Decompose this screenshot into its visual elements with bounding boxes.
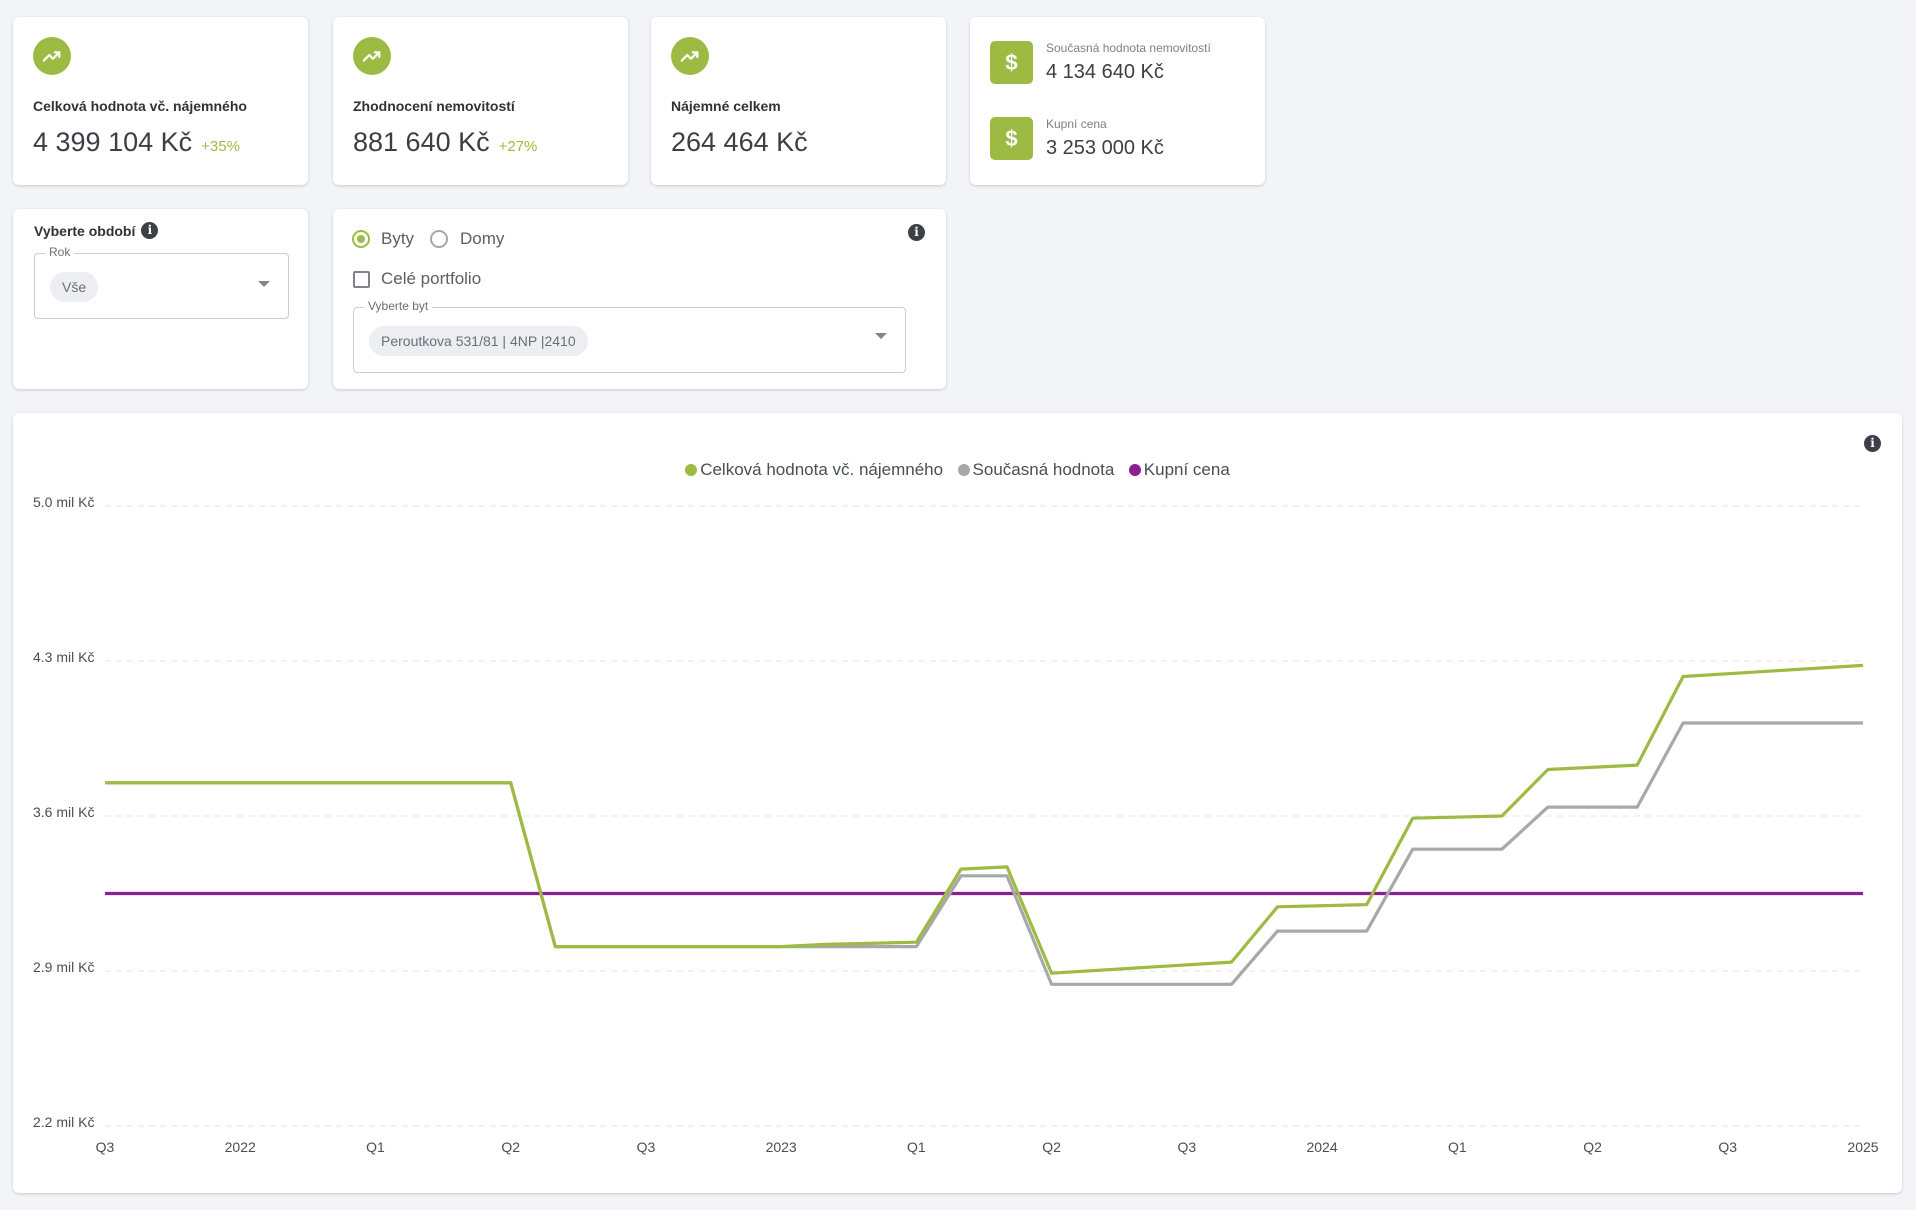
chart-legend: Celková hodnota vč. nájemného Současná h… (13, 460, 1902, 481)
x-tick-label: 2022 (225, 1139, 256, 1155)
legend-label: Celková hodnota vč. nájemného (700, 460, 944, 479)
y-tick-label: 3.6 mil Kč (33, 804, 94, 820)
chart-series (105, 663, 1864, 986)
y-tick-label: 5.0 mil Kč (33, 494, 94, 510)
y-tick-label: 2.9 mil Kč (33, 959, 94, 975)
radio-byty-label[interactable]: Byty (381, 229, 415, 248)
selected-year-chip[interactable]: Vše (50, 272, 99, 302)
chart-card: i Celková hodnota vč. nájemného Současná… (13, 413, 1902, 1193)
period-card: Vyberte období i Rok Vše (13, 209, 308, 389)
x-tick-label: Q1 (907, 1139, 926, 1155)
chevron-down-icon[interactable] (258, 281, 270, 287)
apartment-select-label: Vyberte byt (364, 299, 433, 313)
info-icon[interactable]: i (141, 222, 159, 239)
property-values-card: $ Současná hodnota nemovitostí 4 134 640… (970, 17, 1265, 185)
stat-value: 881 640 Kč (353, 127, 490, 157)
x-tick-label: Q2 (1583, 1139, 1602, 1155)
dollar-icon: $ (990, 41, 1033, 84)
x-tick-label: Q2 (1042, 1139, 1061, 1155)
apartment-select[interactable]: Vyberte byt Peroutkova 531/81 | 4NP |241… (353, 299, 906, 373)
x-tick-label: Q3 (637, 1139, 656, 1155)
stat-card-appreciation: Zhodnocení nemovitostí 881 640 Kč +27% (333, 17, 628, 185)
chevron-down-icon[interactable] (875, 333, 887, 339)
dollar-icon: $ (990, 117, 1033, 160)
line-chart: 2.2 mil Kč 2.9 mil Kč 3.6 mil Kč 4.3 mil Kč… (33, 494, 1879, 1155)
stat-change: +35% (201, 138, 240, 155)
stat-card-rent-total: Nájemné celkem 264 464 Kč (651, 17, 946, 185)
series-line-0[interactable] (105, 663, 1864, 975)
stat-card-total-value: Celková hodnota vč. nájemného 4 399 104 … (13, 17, 308, 185)
chart-grid (105, 505, 1863, 1127)
y-tick-label: 4.3 mil Kč (33, 649, 94, 665)
radio-byty[interactable] (352, 230, 370, 248)
radio-domy[interactable] (430, 230, 448, 248)
legend-dot (685, 464, 698, 476)
x-tick-label: Q2 (501, 1139, 520, 1155)
whole-portfolio-checkbox[interactable] (353, 271, 370, 288)
purchase-price-value: 3 253 000 Kč (1046, 137, 1164, 159)
stat-change: +27% (498, 138, 538, 155)
x-tick-label: Q3 (96, 1139, 115, 1155)
info-icon[interactable]: i (1864, 435, 1881, 452)
property-filter-card: Byty Domy i Celé portfolio Vyberte byt P… (333, 209, 946, 389)
info-icon[interactable]: i (908, 224, 925, 241)
whole-portfolio-label[interactable]: Celé portfolio (381, 269, 482, 288)
current-value-row: $ Současná hodnota nemovitostí 4 134 640… (990, 41, 1211, 84)
current-value-label: Současná hodnota nemovitostí (1046, 41, 1211, 55)
stat-value: 264 464 Kč (671, 127, 808, 157)
stat-title: Zhodnocení nemovitostí (353, 98, 515, 114)
x-tick-label: Q1 (1448, 1139, 1467, 1155)
trending-up-icon (671, 37, 709, 75)
x-tick-label: 2025 (1847, 1139, 1878, 1155)
trending-up-icon (353, 37, 391, 75)
stat-value: 4 399 104 Kč (33, 127, 193, 157)
stat-title: Nájemné celkem (671, 98, 781, 114)
legend-label: Současná hodnota (972, 460, 1115, 479)
selected-apartment-chip[interactable]: Peroutkova 531/81 | 4NP |2410 (369, 326, 588, 356)
legend-label: Kupní cena (1143, 460, 1230, 479)
legend-dot (957, 464, 970, 476)
stat-title: Celková hodnota vč. nájemného (33, 98, 247, 114)
y-tick-label: 2.2 mil Kč (33, 1114, 94, 1130)
legend-item-purchase[interactable]: Kupní cena (1128, 460, 1230, 480)
series-line-1[interactable] (105, 721, 1863, 986)
trending-up-icon (33, 37, 71, 75)
year-select[interactable]: Rok Vše (34, 245, 289, 319)
current-value: 4 134 640 Kč (1046, 61, 1164, 83)
x-tick-label: Q1 (366, 1139, 385, 1155)
y-axis-ticks: 2.2 mil Kč 2.9 mil Kč 3.6 mil Kč 4.3 mil Kč… (33, 494, 94, 1130)
x-tick-label: Q3 (1718, 1139, 1737, 1155)
x-axis-ticks: Q3 2022 Q1 Q2 Q3 2023 Q1 Q2 Q3 2024 Q1 Q2 Q3 2025 (96, 1139, 1879, 1155)
x-tick-label: 2023 (766, 1139, 797, 1155)
x-tick-label: Q3 (1178, 1139, 1197, 1155)
radio-domy-label[interactable]: Domy (460, 229, 505, 248)
legend-item-current[interactable]: Současná hodnota (957, 460, 1115, 480)
year-select-label: Rok (45, 245, 75, 259)
legend-dot (1128, 464, 1141, 476)
purchase-price-row: $ Kupní cena 3 253 000 Kč (990, 117, 1164, 160)
purchase-price-label: Kupní cena (1046, 117, 1107, 131)
legend-item-total[interactable]: Celková hodnota vč. nájemného (685, 460, 943, 480)
x-tick-label: 2024 (1306, 1139, 1337, 1155)
period-title: Vyberte období (34, 222, 136, 239)
